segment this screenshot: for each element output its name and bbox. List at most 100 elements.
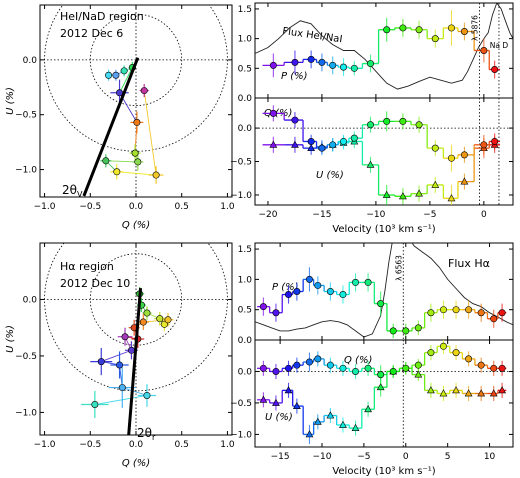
x-tick-label: 0.5 <box>175 440 189 450</box>
circle-marker <box>477 309 485 317</box>
qu-point <box>91 401 99 409</box>
qu-path-segment <box>94 395 148 405</box>
circle-marker <box>350 64 358 72</box>
triangle-marker <box>339 420 347 428</box>
triangle-marker <box>364 405 372 413</box>
qu-point <box>164 316 172 324</box>
circle-marker <box>367 121 375 129</box>
qu-point <box>139 318 147 326</box>
y-tick-label: 0.0 <box>238 124 253 134</box>
y-tick-label: 0.0 <box>238 336 253 346</box>
triangle-marker <box>477 389 486 397</box>
y-tick-label: 0.5 <box>238 306 252 316</box>
polarization-plot-area <box>255 3 513 98</box>
circle-marker <box>491 137 499 145</box>
triangle-marker <box>382 190 391 198</box>
circle-marker <box>427 349 435 357</box>
spec-bottom-u-label: U (%) <box>265 412 293 423</box>
qu-bottom-subtitle: 2012 Dec 10 <box>60 277 130 290</box>
x-tick-label: 1.0 <box>220 440 235 450</box>
triangle-marker <box>414 370 423 378</box>
circle-marker <box>439 306 447 314</box>
y-tick-label: −0.5 <box>230 399 252 409</box>
x-tick-label: −5 <box>357 452 370 462</box>
circle-marker <box>415 26 423 34</box>
circle-marker <box>414 324 422 332</box>
x-tick-label: −5 <box>423 210 436 220</box>
x-tick-label: 0 <box>403 452 409 462</box>
x-tick-label: −1.0 <box>34 202 56 212</box>
spec-top-u-label: U (%) <box>316 170 344 181</box>
circle-marker <box>259 364 267 372</box>
triangle-marker <box>259 395 268 403</box>
y-tick-label: 0.0 <box>23 295 38 305</box>
circle-marker <box>490 364 498 372</box>
circle-marker <box>291 116 299 124</box>
triangle-marker <box>291 140 299 148</box>
line-marker-label: λ 5876 <box>471 15 480 41</box>
triangle-marker <box>269 140 278 148</box>
circle-marker <box>326 287 334 295</box>
circle-marker <box>285 364 293 372</box>
circle-marker <box>491 66 499 74</box>
x-tick-label: −15 <box>312 210 331 220</box>
polarization-circle <box>89 13 183 106</box>
qu-point <box>112 71 120 79</box>
qu-point <box>133 118 141 126</box>
circle-marker <box>389 367 397 375</box>
qu-top-title: HeI/NaD region <box>60 10 144 23</box>
qu-point <box>113 168 121 176</box>
circle-marker <box>314 355 322 363</box>
circle-marker <box>431 144 439 152</box>
qu-plot-area <box>40 243 232 435</box>
circle-marker <box>498 364 506 372</box>
circle-marker <box>339 364 347 372</box>
circle-marker <box>460 27 468 35</box>
x-tick-label: 0 <box>481 210 487 220</box>
y-tick-label: 1.5 <box>238 245 252 255</box>
circle-marker <box>339 291 347 299</box>
x-tick-label: −1.0 <box>34 440 56 450</box>
circle-marker <box>291 58 299 66</box>
y-tick-label: −0.5 <box>15 111 37 121</box>
polarization-circle <box>89 253 183 346</box>
qu-bottom-xlabel: Q (%) <box>122 458 150 469</box>
y-tick-label: 1.0 <box>238 275 253 285</box>
spec-bottom-q-label: Q (%) <box>344 355 372 366</box>
x-tick-label: −20 <box>258 210 277 220</box>
triangle-marker <box>489 389 498 397</box>
circle-marker <box>477 361 485 369</box>
qu-top-xlabel: Q (%) <box>122 220 150 231</box>
y-tick-label: 0.5 <box>238 64 252 74</box>
x-tick-label: −10 <box>366 210 385 220</box>
spec-top-xlabel: Velocity (10³ km s⁻¹) <box>332 224 435 235</box>
line-marker-label: Na D <box>490 41 509 50</box>
y-tick-label: −1.0 <box>15 408 37 418</box>
spec-bottom-lower-frame <box>254 339 514 448</box>
qu-top-subtitle: 2012 Dec 6 <box>60 27 123 40</box>
triangle-marker <box>431 180 440 188</box>
qu-point <box>160 320 168 328</box>
spec-top-p-label: P (%) <box>281 71 308 82</box>
triangle-marker <box>272 398 280 406</box>
qu-path-segment <box>119 67 133 93</box>
x-tick-label: −10 <box>313 452 332 462</box>
qu-plot-area <box>40 5 232 197</box>
y-tick-label: 0.0 <box>238 367 253 377</box>
circle-marker <box>272 367 280 375</box>
polarization-circle <box>44 243 228 392</box>
circle-marker <box>460 151 468 159</box>
circle-marker <box>293 361 301 369</box>
circle-marker <box>452 349 460 357</box>
circle-marker <box>389 327 397 335</box>
triangle-marker <box>366 160 375 168</box>
qu-path-segment <box>122 387 148 396</box>
circle-marker <box>480 46 488 54</box>
qu-point <box>131 149 139 157</box>
circle-marker <box>377 371 385 379</box>
circle-marker <box>305 358 313 366</box>
circle-marker <box>364 364 372 372</box>
triangle-marker <box>292 401 301 409</box>
triangle-marker <box>439 389 448 397</box>
